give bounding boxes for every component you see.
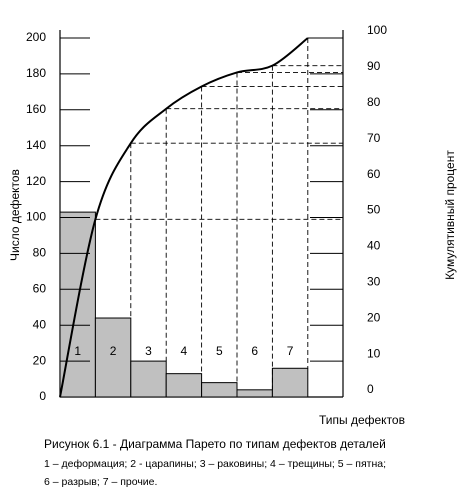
category-label: 6	[251, 344, 258, 358]
curve-start	[59, 219, 97, 398]
category-label: 5	[216, 344, 223, 358]
caption: Рисунок 6.1 - Диаграмма Парето по типам …	[44, 437, 386, 451]
y-tick-label: 140	[26, 138, 46, 152]
category-label: 7	[287, 344, 294, 358]
bar	[130, 360, 167, 398]
bar	[271, 367, 309, 398]
y2-tick-label: 50	[367, 203, 381, 217]
bar	[94, 317, 132, 398]
y-tick-label: 60	[33, 281, 47, 295]
y2-tick-label: 20	[367, 310, 381, 324]
bar	[201, 382, 238, 398]
y-tick-label: 160	[26, 102, 46, 116]
bar	[165, 373, 203, 398]
y2-tick-label: 0	[367, 382, 374, 396]
category-label: 1	[74, 344, 81, 358]
cumulative-line	[94, 37, 309, 220]
y-tick-label: 40	[33, 317, 47, 331]
x-axis-title: Типы дефектов	[319, 413, 405, 427]
category-label: 3	[145, 344, 152, 358]
category-label: 2	[110, 344, 117, 358]
y-tick-label: 120	[26, 174, 46, 188]
y2-tick-label: 40	[367, 239, 381, 253]
category-label: 4	[181, 344, 188, 358]
y2-tick-label: 60	[367, 167, 381, 181]
y2-tick-label: 70	[367, 131, 381, 145]
legend-line: 6 – разрыв; 7 – прочие.	[44, 476, 157, 488]
bar	[236, 389, 273, 398]
y-axis-title: Число дефектов	[8, 169, 22, 261]
y-tick-label: 80	[33, 246, 47, 260]
legend-line: 1 – деформация; 2 - царапины; 3 – ракови…	[44, 458, 386, 470]
y-tick-label: 180	[26, 66, 46, 80]
y-tick-label: 20	[33, 353, 47, 367]
y2-axis-title: Кумулятивный процент	[443, 150, 457, 280]
y2-tick-label: 10	[367, 346, 381, 360]
y2-tick-label: 80	[367, 95, 381, 109]
y-tick-label: 200	[26, 30, 46, 44]
y2-tick-label: 100	[367, 23, 387, 37]
y-tick-label: 100	[26, 210, 46, 224]
y2-tick-label: 90	[367, 59, 381, 73]
y2-tick-label: 30	[367, 274, 381, 288]
y-tick-label: 0	[39, 389, 46, 403]
